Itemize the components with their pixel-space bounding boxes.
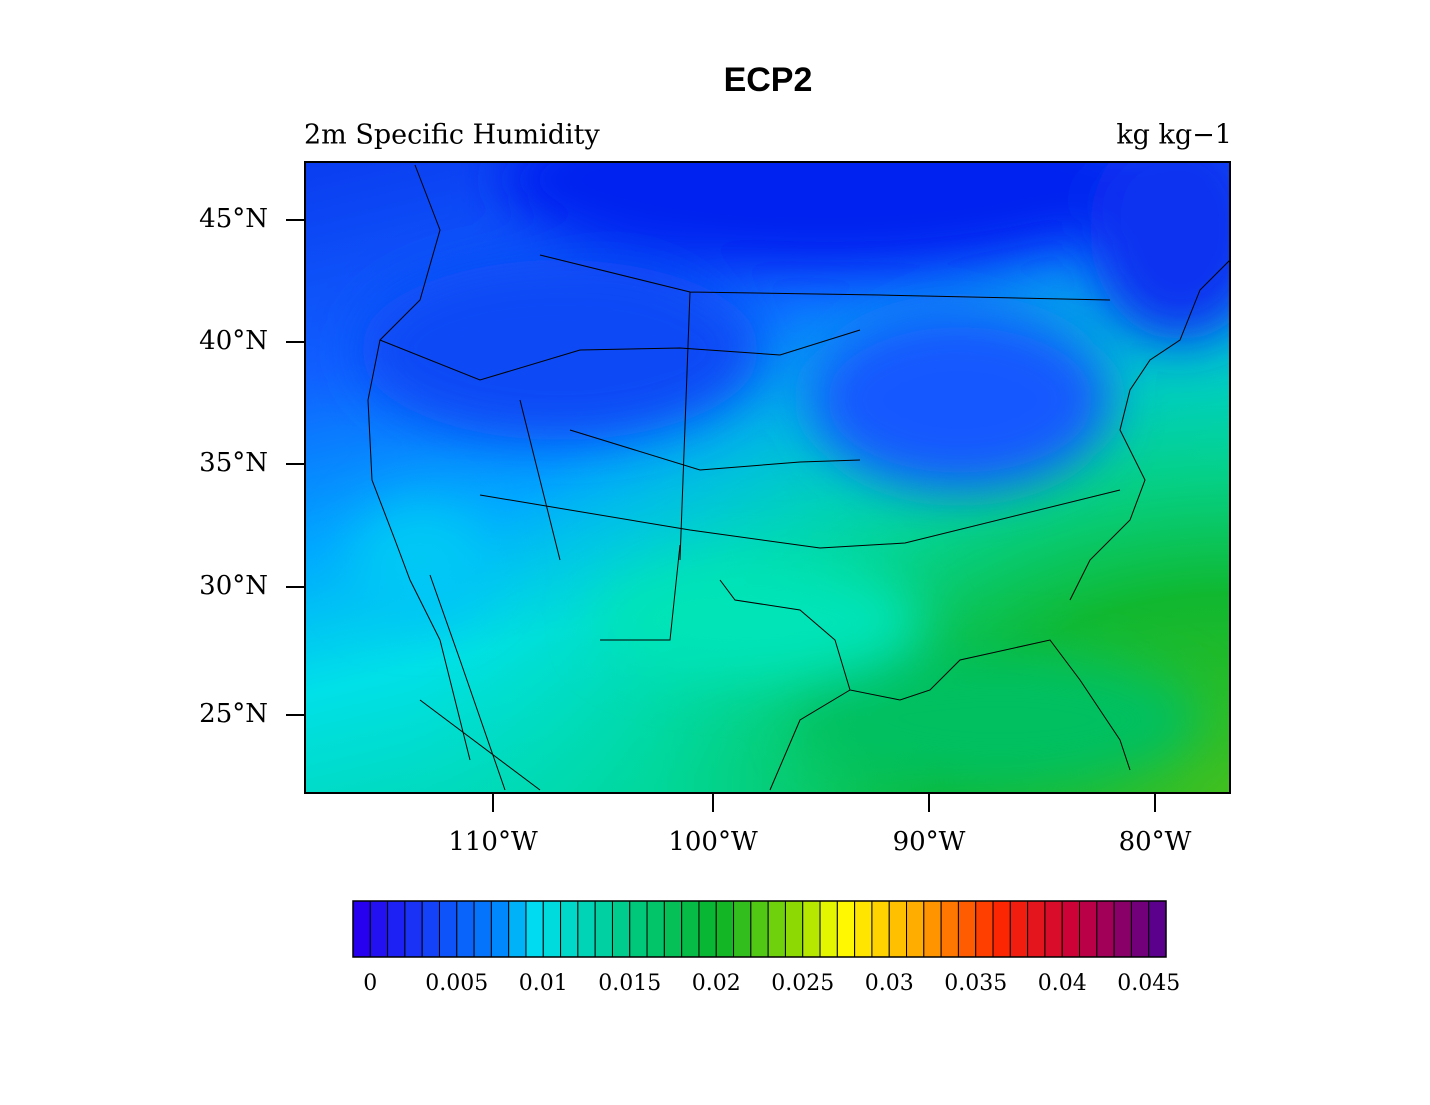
colorbar-box (992, 900, 1011, 958)
colorbar-label: 0.035 (944, 971, 1007, 996)
colorbar-box (1130, 900, 1150, 958)
colorbar-box (473, 900, 492, 958)
colorbar-label: 0.015 (598, 971, 661, 996)
lat-label: 40°N (199, 326, 268, 356)
map-frame (304, 161, 1231, 794)
colorbar-box (940, 900, 959, 958)
colorbar-box (525, 900, 544, 958)
lat-label: 45°N (199, 204, 268, 234)
colorbar-box (888, 900, 908, 958)
lon-label: 100°W (668, 827, 758, 857)
left-string: 2m Specific Humidity (304, 120, 601, 151)
colorbar-box (1027, 900, 1046, 958)
right-string: kg kg−1 (1116, 120, 1232, 151)
colorbar-frame (352, 900, 1167, 958)
colorbar-box (387, 900, 406, 958)
colorbar-box (663, 900, 683, 958)
colorbar-box (957, 900, 977, 958)
colorbar-box (802, 900, 821, 958)
colorbar-box (819, 900, 838, 958)
map-field (305, 162, 1230, 793)
colorbar-box (577, 900, 596, 958)
lon-label: 110°W (448, 827, 538, 857)
colorbar-box (1009, 900, 1029, 958)
colorbar-box (646, 900, 665, 958)
lat-label: 25°N (199, 699, 268, 729)
colorbar-box (1079, 900, 1098, 958)
colorbar-box (698, 900, 717, 958)
colorbar-box (1096, 900, 1115, 958)
title: ECP2 (724, 61, 813, 99)
colorbar-label: 0.025 (771, 971, 834, 996)
colorbar-box (854, 900, 873, 958)
colorbar-box (404, 900, 423, 958)
colorbar-box (871, 900, 890, 958)
colorbar-box (542, 900, 562, 958)
colorbar-box (369, 900, 389, 958)
colorbar-label: 0.04 (1038, 971, 1087, 996)
lat-label: 30°N (199, 571, 268, 601)
colorbar-box (1044, 900, 1063, 958)
colorbar-box (767, 900, 786, 958)
colorbar-label: 0.045 (1117, 971, 1180, 996)
colorbar-box (560, 900, 579, 958)
colorbar-box (1061, 900, 1081, 958)
colorbar-box (975, 900, 994, 958)
colorbar-box (733, 900, 752, 958)
colorbar-label: 0 (363, 971, 377, 996)
colorbar-label: 0.01 (519, 971, 568, 996)
colorbar-box (836, 900, 856, 958)
lon-label: 80°W (1119, 827, 1192, 857)
colorbar-box (611, 900, 631, 958)
lat-label: 35°N (199, 448, 268, 478)
colorbar-box (438, 900, 458, 958)
colorbar-box (715, 900, 735, 958)
colorbar-box (456, 900, 475, 958)
colorbar-box (1148, 900, 1167, 958)
lon-label: 90°W (893, 827, 966, 857)
colorbar-label: 0.03 (865, 971, 914, 996)
colorbar-label: 0.005 (425, 971, 488, 996)
colorbar-box (784, 900, 804, 958)
colorbar-box (1113, 900, 1132, 958)
colorbar-box (923, 900, 942, 958)
colorbar-box (421, 900, 440, 958)
colorbar-box (906, 900, 925, 958)
colorbar-box (629, 900, 648, 958)
coastlines (367, 164, 1230, 791)
colorbar-box (681, 900, 700, 958)
colorbar-box (508, 900, 527, 958)
colorbar-box (594, 900, 613, 958)
colorbar-box (750, 900, 769, 958)
colorbar-box (352, 900, 371, 958)
colorbar-label: 0.02 (692, 971, 741, 996)
colorbar-box (490, 900, 510, 958)
